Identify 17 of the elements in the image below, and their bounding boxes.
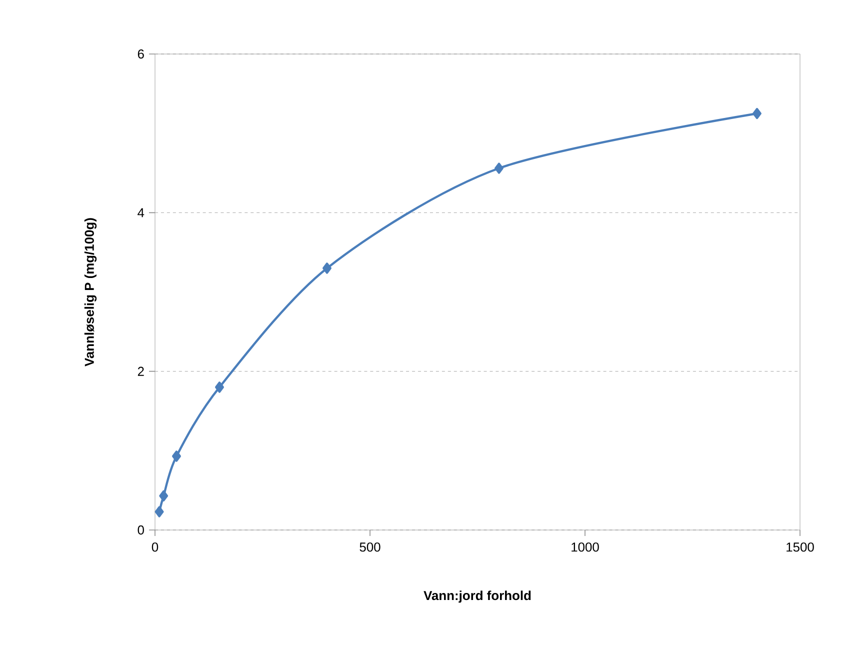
y-tick-label: 0 — [138, 525, 144, 535]
point — [752, 108, 762, 120]
x-axis-title: Vann:jord forhold — [424, 590, 531, 603]
point — [215, 382, 224, 393]
x-tick-label: 1000 — [572, 542, 599, 552]
point — [159, 490, 168, 502]
y-axis-title: Vannløselig P (mg/100g) — [84, 218, 97, 366]
point — [172, 450, 181, 462]
point — [494, 162, 504, 174]
y-tick-label: 4 — [138, 208, 144, 218]
y-tick-label: 6 — [138, 49, 144, 59]
x-tick-label: 500 — [360, 542, 380, 552]
x-tick-label: 1500 — [786, 542, 814, 552]
y-tick-label: 2 — [138, 366, 144, 376]
point — [322, 262, 332, 274]
x-tick-label: 0 — [152, 542, 158, 552]
point — [154, 506, 164, 518]
